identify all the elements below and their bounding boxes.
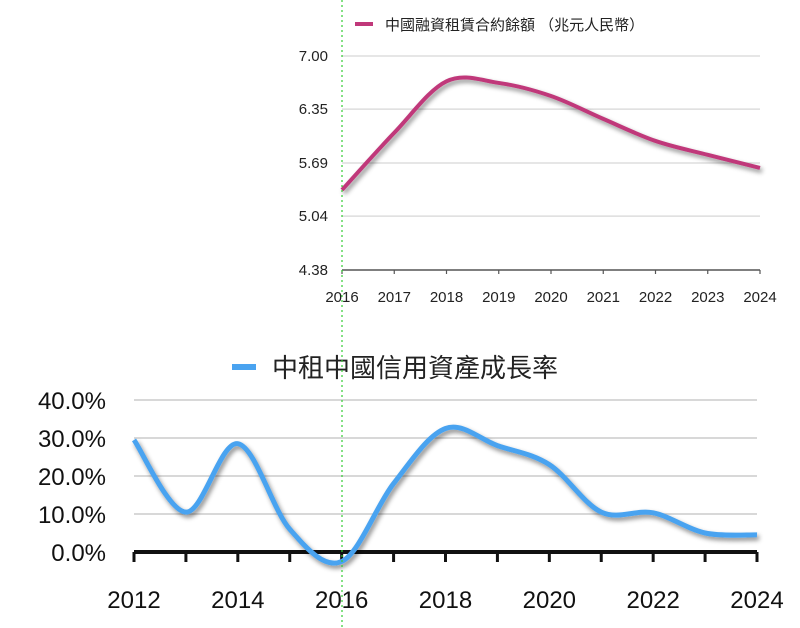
y-tick-label: 7.00 — [299, 48, 328, 65]
series-line — [340, 75, 761, 192]
x-tick-label: 2018 — [430, 289, 463, 306]
x-tick-label: 2022 — [626, 587, 679, 614]
y-tick-label: 20.0% — [38, 464, 106, 491]
top-chart: 4.38 5.04 5.69 6.35 7.00 2016 2017 2018 2019 2020… — [299, 17, 777, 306]
y-tick-label: 10.0% — [38, 502, 106, 529]
x-tick-label: 2023 — [691, 289, 724, 306]
y-tick-label: 5.04 — [299, 208, 328, 225]
x-tick-label: 2018 — [419, 587, 472, 614]
x-tick-label: 2020 — [523, 587, 576, 614]
legend-label: 中租中國信用資產成長率 — [272, 353, 558, 383]
y-tick-label: 30.0% — [38, 426, 106, 453]
x-tick-label: 2024 — [730, 587, 783, 614]
x-tick-label: 2021 — [587, 289, 620, 306]
x-tick-label: 2020 — [534, 289, 567, 306]
x-tick-label: 2016 — [325, 289, 358, 306]
y-tick-label: 40.0% — [38, 388, 106, 415]
y-tick-label: 0.0% — [51, 540, 106, 567]
x-tick-label: 2019 — [482, 289, 515, 306]
y-tick-label: 4.38 — [299, 262, 328, 279]
x-tick-label: 2012 — [107, 587, 160, 614]
x-tick-label: 2017 — [378, 289, 411, 306]
legend-label: 中國融資租賃合約餘額 （兆元人民幣） — [385, 17, 644, 34]
x-tick-label: 2024 — [743, 289, 776, 306]
x-tick-label: 2022 — [639, 289, 672, 306]
y-tick-label: 5.69 — [299, 155, 328, 172]
y-tick-label: 6.35 — [299, 101, 328, 118]
bottom-chart: 0.0%10.0%20.0%30.0%40.0%2012 2014 2016 2018… — [38, 353, 784, 614]
series-line — [131, 424, 758, 566]
x-tick-label: 2014 — [211, 587, 264, 614]
